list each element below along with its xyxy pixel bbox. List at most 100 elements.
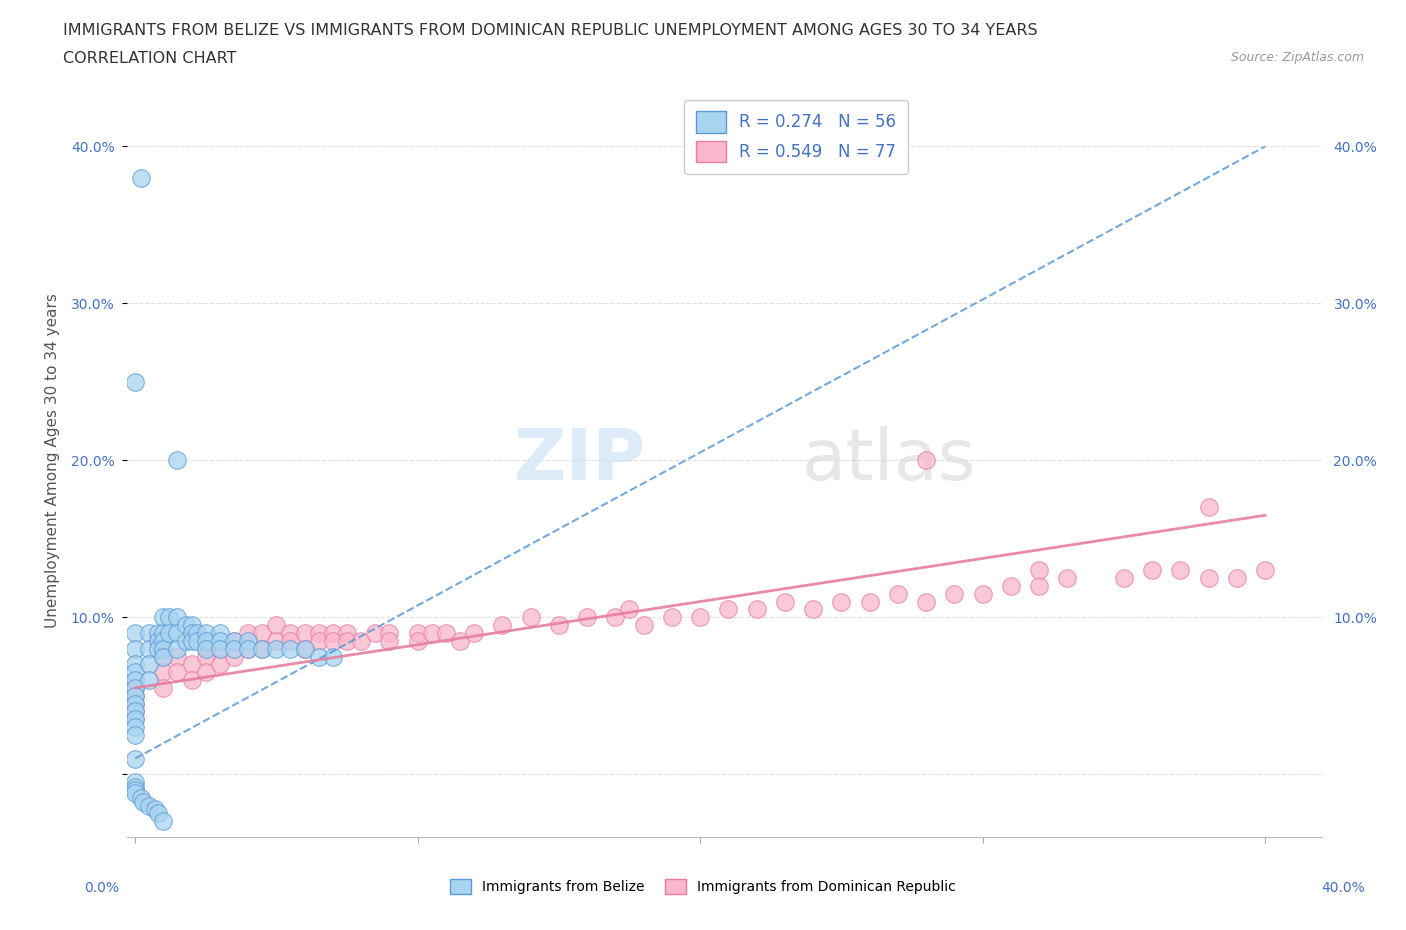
Point [280, 633, 302, 648]
Point [633, 618, 655, 632]
Legend: Immigrants from Belize, Immigrants from Dominican Republic: Immigrants from Belize, Immigrants from … [444, 874, 962, 900]
Point [322, 633, 344, 648]
Point [132, 795, 155, 810]
Point [350, 633, 373, 648]
Point [124, 657, 146, 671]
Text: 0.0%: 0.0% [84, 881, 118, 896]
Point [266, 633, 288, 648]
Point [576, 610, 599, 625]
Point [180, 633, 202, 648]
Point [208, 626, 231, 641]
Point [124, 688, 146, 703]
Point [619, 602, 641, 617]
Point [294, 642, 316, 657]
Point [152, 814, 174, 829]
Point [166, 642, 188, 657]
Point [152, 665, 174, 680]
Point [124, 704, 146, 719]
Point [1056, 571, 1078, 586]
Point [280, 642, 302, 657]
Point [146, 806, 169, 821]
Text: Source: ZipAtlas.com: Source: ZipAtlas.com [1230, 51, 1364, 64]
Point [250, 642, 273, 657]
Point [124, 779, 146, 794]
Point [605, 610, 627, 625]
Point [308, 649, 330, 664]
Point [186, 626, 208, 641]
Point [420, 626, 443, 641]
Point [322, 626, 344, 641]
Point [166, 610, 188, 625]
Point [1170, 563, 1192, 578]
Point [166, 665, 188, 680]
Point [801, 602, 824, 617]
Legend: R = 0.274   N = 56, R = 0.549   N = 77: R = 0.274 N = 56, R = 0.549 N = 77 [683, 100, 908, 174]
Point [336, 626, 359, 641]
Point [166, 626, 188, 641]
Point [1226, 571, 1249, 586]
Point [222, 633, 245, 648]
Point [138, 642, 160, 657]
Text: 40.0%: 40.0% [1320, 881, 1365, 896]
Point [194, 633, 217, 648]
Point [915, 453, 938, 468]
Point [152, 610, 174, 625]
Point [124, 672, 146, 687]
Point [1028, 563, 1050, 578]
Point [194, 649, 217, 664]
Point [858, 594, 880, 609]
Point [222, 633, 245, 648]
Point [434, 626, 457, 641]
Point [124, 375, 146, 390]
Point [378, 626, 401, 641]
Point [1198, 500, 1220, 515]
Point [166, 649, 188, 664]
Point [152, 649, 174, 664]
Point [250, 642, 273, 657]
Point [143, 802, 166, 817]
Point [689, 610, 711, 625]
Point [152, 642, 174, 657]
Point [208, 657, 231, 671]
Point [308, 626, 330, 641]
Point [1254, 563, 1277, 578]
Point [124, 665, 146, 680]
Point [124, 688, 146, 703]
Point [972, 586, 994, 601]
Point [1140, 563, 1163, 578]
Point [180, 626, 202, 641]
Point [322, 649, 344, 664]
Point [194, 642, 217, 657]
Point [124, 681, 146, 696]
Text: ZIP: ZIP [515, 426, 647, 495]
Point [194, 626, 217, 641]
Point [236, 642, 259, 657]
Point [138, 798, 160, 813]
Point [124, 720, 146, 735]
Point [152, 626, 174, 641]
Point [208, 642, 231, 657]
Text: CORRELATION CHART: CORRELATION CHART [63, 51, 236, 66]
Point [208, 642, 231, 657]
Point [266, 618, 288, 632]
Point [915, 594, 938, 609]
Point [166, 453, 188, 468]
Y-axis label: Unemployment Among Ages 30 to 34 years: Unemployment Among Ages 30 to 34 years [45, 293, 59, 628]
Point [519, 610, 541, 625]
Point [124, 727, 146, 742]
Point [152, 649, 174, 664]
Point [830, 594, 852, 609]
Point [208, 633, 231, 648]
Point [378, 633, 401, 648]
Point [174, 633, 197, 648]
Point [146, 642, 169, 657]
Text: atlas: atlas [801, 426, 976, 495]
Point [236, 642, 259, 657]
Point [138, 626, 160, 641]
Point [124, 751, 146, 766]
Point [266, 642, 288, 657]
Point [180, 672, 202, 687]
Point [1198, 571, 1220, 586]
Point [745, 602, 768, 617]
Point [1028, 578, 1050, 593]
